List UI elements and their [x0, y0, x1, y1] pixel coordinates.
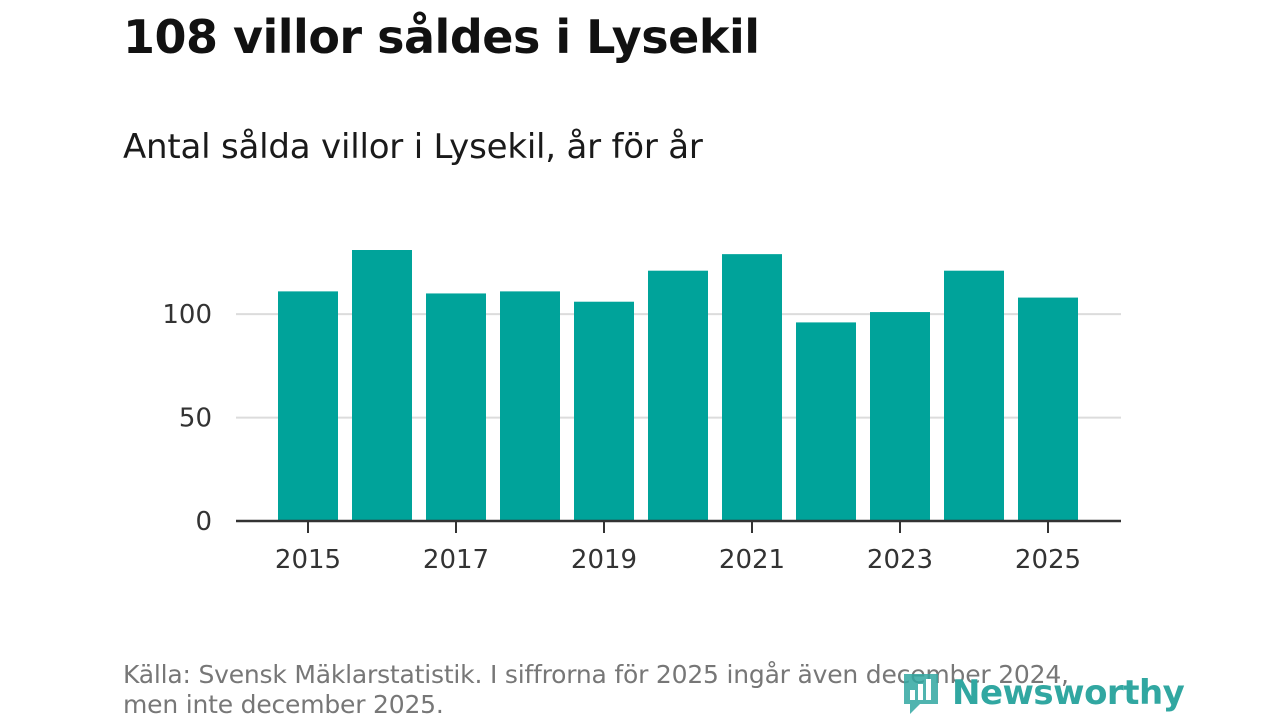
- y-tick-label-100: 100: [162, 300, 212, 330]
- bar-2025: [1018, 297, 1078, 521]
- axes: 0 50 100 2015 2017 2019 2021 2023 2025: [162, 300, 1121, 575]
- chart-subtitle: Antal sålda villor i Lysekil, år för år: [123, 127, 703, 167]
- bar-2015: [278, 291, 338, 521]
- x-tick-label-2021: 2021: [719, 545, 785, 575]
- x-tick-label-2025: 2025: [1015, 545, 1081, 575]
- source-note-line-2: men inte december 2025.: [123, 690, 444, 719]
- x-tick-label-2019: 2019: [571, 545, 637, 575]
- logo-wordmark: Newsworthy: [952, 673, 1185, 713]
- bar-2019: [574, 301, 634, 521]
- chart-title: 108 villor såldes i Lysekil: [123, 10, 760, 64]
- newsworthy-logo-icon: [904, 674, 938, 714]
- bar-2016: [352, 250, 412, 521]
- bar-2022: [796, 322, 856, 521]
- newsworthy-logo: Newsworthy: [900, 670, 1185, 716]
- bar-2023: [870, 312, 930, 521]
- bar-2020: [648, 270, 708, 521]
- bar-2021: [722, 254, 782, 522]
- y-tick-label-0: 0: [195, 507, 212, 537]
- y-tick-label-50: 50: [179, 404, 212, 434]
- x-tick-label-2015: 2015: [275, 545, 341, 575]
- bar-2017: [426, 293, 486, 521]
- x-tick-label-2023: 2023: [867, 545, 933, 575]
- x-tick-label-2017: 2017: [423, 545, 489, 575]
- bar-chart: 0 50 100 2015 2017 2019 2021 2023 2025: [162, 250, 1121, 575]
- bar-2024: [944, 270, 1004, 521]
- bar-2018: [500, 291, 560, 521]
- bars: [278, 250, 1078, 522]
